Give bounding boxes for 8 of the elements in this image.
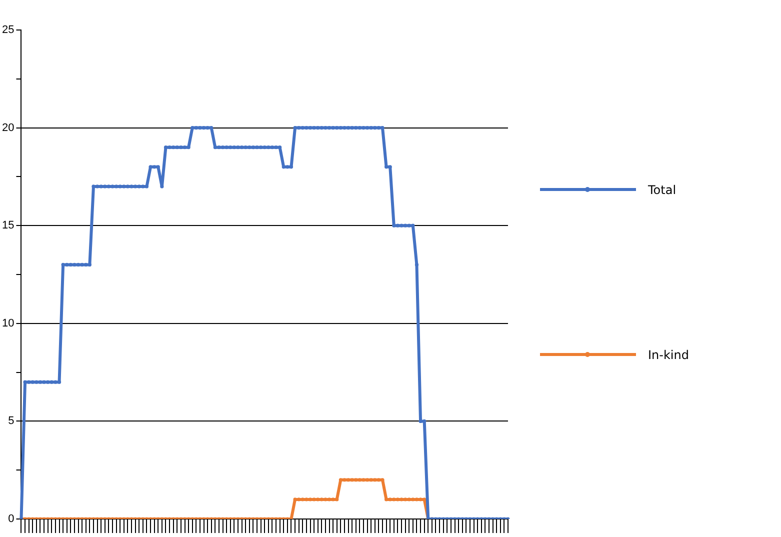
y-tick-label: 25 (2, 24, 14, 36)
y-tick-label: 20 (2, 122, 14, 134)
text: In-kind (648, 348, 689, 362)
text: Total (648, 183, 676, 197)
y-tick-label: 15 (2, 220, 14, 232)
y-tick-label: 5 (8, 415, 14, 428)
y-tick-label: 0 (8, 513, 14, 526)
y-tick-label: 10 (2, 317, 14, 330)
